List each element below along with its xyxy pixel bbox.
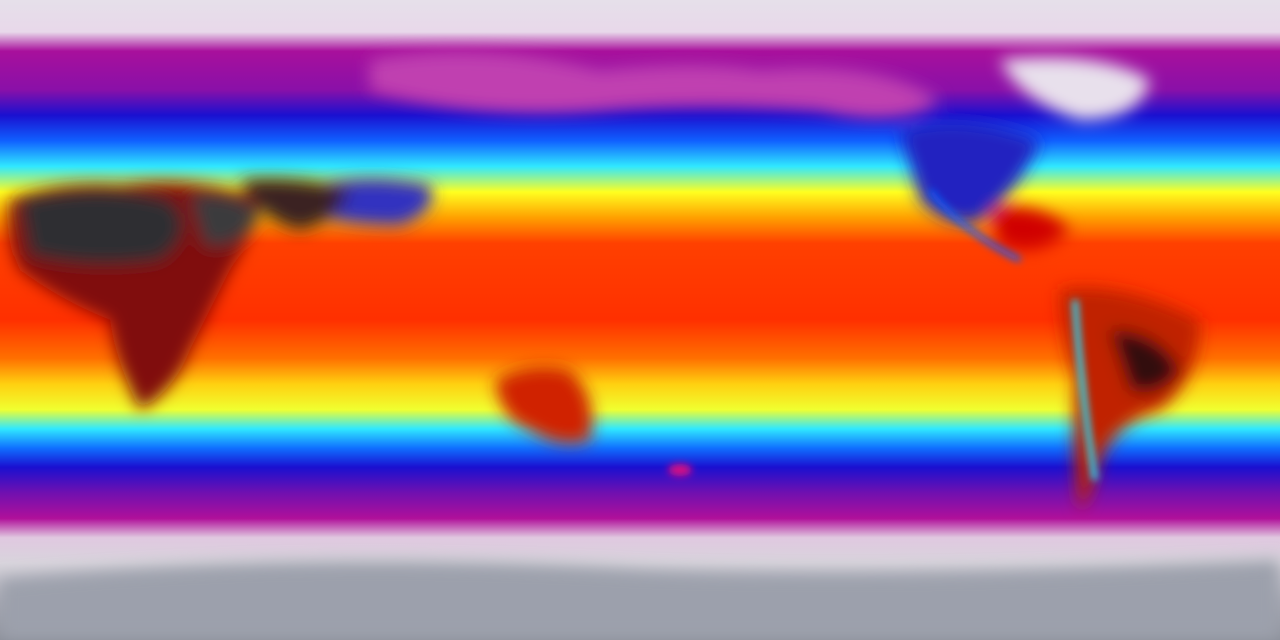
south-america xyxy=(1060,288,1200,510)
arabia xyxy=(190,194,260,246)
new-zealand xyxy=(668,464,692,476)
coastal-details xyxy=(668,188,1098,481)
eurasia-north xyxy=(370,52,940,118)
sahara xyxy=(20,190,183,264)
greenland xyxy=(1000,57,1150,120)
amazon-interior xyxy=(1110,330,1180,393)
australia xyxy=(495,366,593,444)
continents xyxy=(0,52,1280,640)
antarctica xyxy=(0,560,1280,640)
mexico-gulf xyxy=(990,207,1070,250)
rockies xyxy=(928,188,1022,263)
iran-pakistan xyxy=(240,178,350,230)
andes xyxy=(1072,299,1098,481)
